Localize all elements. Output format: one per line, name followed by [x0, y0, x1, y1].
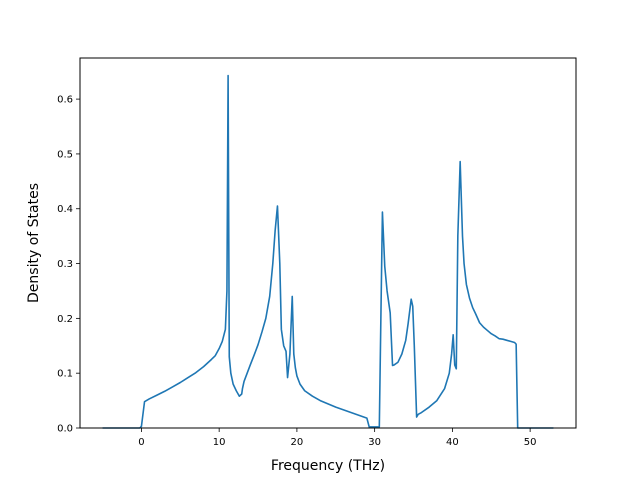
plot-frame: [79, 57, 577, 429]
x-tick-label: 40: [446, 437, 459, 448]
y-tick-label: 0.2: [57, 314, 73, 325]
dos-series-line-0: [102, 74, 554, 429]
x-tick-label: 20: [291, 437, 304, 448]
y-tick-label: 0.4: [57, 204, 73, 215]
x-tick-label: 30: [368, 437, 381, 448]
x-tick-label: 50: [524, 437, 537, 448]
y-tick-label: 0.0: [57, 424, 73, 435]
x-axis-label: Frequency (THz): [271, 458, 385, 474]
y-axis-label: Density of States: [26, 183, 42, 303]
y-tick-label: 0.1: [57, 369, 73, 380]
y-tick-label: 0.3: [57, 259, 73, 270]
x-tick-label: 0: [138, 437, 144, 448]
y-tick-label: 0.6: [57, 95, 73, 106]
x-tick-label: 10: [213, 437, 226, 448]
y-tick-label: 0.5: [57, 149, 73, 160]
